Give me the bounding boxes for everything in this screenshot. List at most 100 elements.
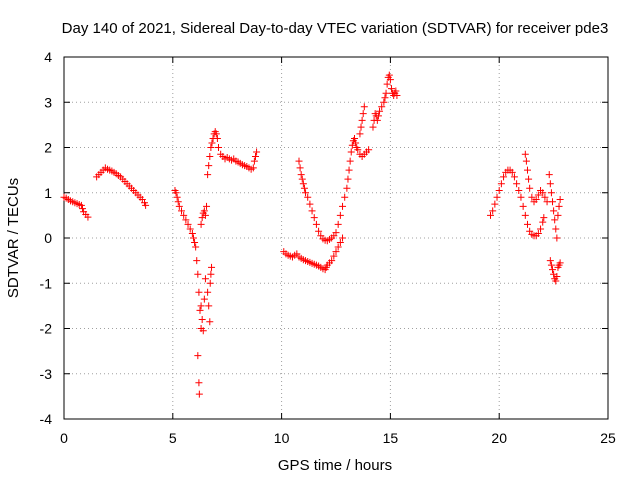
data-point xyxy=(206,318,214,326)
data-point xyxy=(203,202,211,210)
data-point xyxy=(199,327,207,335)
data-point xyxy=(310,214,318,222)
data-point xyxy=(374,112,382,120)
y-tick-label: -1 xyxy=(40,275,53,291)
data-point xyxy=(537,225,545,233)
data-point xyxy=(189,234,197,242)
data-point xyxy=(195,379,203,387)
data-point xyxy=(205,302,213,310)
x-tick-label: 10 xyxy=(274,430,290,446)
data-point xyxy=(539,218,547,226)
data-point xyxy=(191,239,199,247)
data-point xyxy=(330,252,338,260)
data-point xyxy=(359,110,367,118)
chart-title: Day 140 of 2021, Sidereal Day-to-day VTE… xyxy=(62,20,609,37)
data-point xyxy=(486,211,494,219)
data-point xyxy=(194,352,202,360)
data-point xyxy=(343,184,351,192)
data-point xyxy=(550,207,558,215)
data-point xyxy=(540,214,548,222)
x-tick-label: 25 xyxy=(600,430,616,446)
data-point xyxy=(508,168,516,176)
y-tick-label: -3 xyxy=(40,366,53,382)
axis-ticks xyxy=(63,56,609,420)
data-point xyxy=(196,306,204,314)
y-tick-label: 3 xyxy=(44,94,52,110)
data-point xyxy=(357,123,365,131)
data-point xyxy=(510,173,518,181)
data-point xyxy=(500,173,508,181)
data-point xyxy=(523,220,531,228)
y-tick-label: -4 xyxy=(40,411,53,427)
data-point xyxy=(522,157,530,165)
data-point xyxy=(521,211,529,219)
data-point xyxy=(328,257,336,265)
data-point xyxy=(182,216,190,224)
data-point xyxy=(84,213,92,221)
data-point xyxy=(302,189,310,197)
data-point xyxy=(517,193,525,201)
data-point xyxy=(380,98,388,106)
y-tick-label: 2 xyxy=(44,140,52,156)
data-point xyxy=(346,157,354,165)
data-point xyxy=(201,275,209,283)
data-point xyxy=(378,103,386,111)
data-point xyxy=(521,150,529,158)
data-point xyxy=(526,184,534,192)
data-point xyxy=(300,184,308,192)
data-point xyxy=(332,229,340,237)
data-point xyxy=(369,123,377,131)
data-point xyxy=(519,202,527,210)
data-point xyxy=(201,211,209,219)
data-point xyxy=(204,171,212,179)
data-point xyxy=(365,146,373,154)
data-point xyxy=(188,229,196,237)
data-point xyxy=(200,295,208,303)
data-point xyxy=(539,189,547,197)
data-point xyxy=(77,201,85,209)
data-point xyxy=(213,134,221,142)
data-point xyxy=(523,166,531,174)
x-tick-label: 20 xyxy=(491,430,507,446)
data-point xyxy=(515,186,523,194)
data-point xyxy=(336,211,344,219)
data-point xyxy=(178,207,186,215)
y-tick-labels: -4 -3 -2 -1 0 1 2 3 4 xyxy=(40,49,53,427)
data-point xyxy=(249,164,257,172)
data-point xyxy=(549,266,557,274)
data-point xyxy=(207,144,215,151)
data-point xyxy=(552,225,560,233)
data-point xyxy=(334,243,342,251)
data-point xyxy=(198,315,206,323)
data-point xyxy=(212,130,220,138)
data-point xyxy=(195,390,203,398)
data-point xyxy=(354,146,362,154)
data-point xyxy=(350,134,358,142)
data-point xyxy=(174,198,182,206)
data-point xyxy=(173,193,181,201)
data-point xyxy=(491,200,499,208)
data-point xyxy=(551,216,559,224)
data-point xyxy=(495,186,503,194)
data-point xyxy=(547,189,555,197)
data-point xyxy=(489,207,497,215)
data-point xyxy=(555,202,563,210)
data-point xyxy=(334,220,342,228)
data-point xyxy=(341,193,349,201)
data-point xyxy=(195,288,203,296)
data-point xyxy=(297,171,305,179)
data-point xyxy=(339,234,347,242)
data-point xyxy=(360,103,368,111)
data-point xyxy=(356,130,364,138)
data-point xyxy=(186,225,194,233)
data-point xyxy=(332,248,340,256)
data-point xyxy=(358,116,366,124)
data-point xyxy=(184,220,192,228)
data-point xyxy=(298,175,306,183)
data-point xyxy=(513,180,521,188)
data-point xyxy=(493,193,501,201)
data-point xyxy=(497,180,505,188)
data-point xyxy=(347,148,355,156)
data-point xyxy=(549,198,557,206)
data-point xyxy=(306,200,314,208)
